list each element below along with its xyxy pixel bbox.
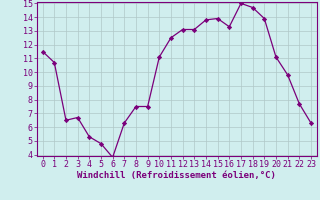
X-axis label: Windchill (Refroidissement éolien,°C): Windchill (Refroidissement éolien,°C) [77, 171, 276, 180]
